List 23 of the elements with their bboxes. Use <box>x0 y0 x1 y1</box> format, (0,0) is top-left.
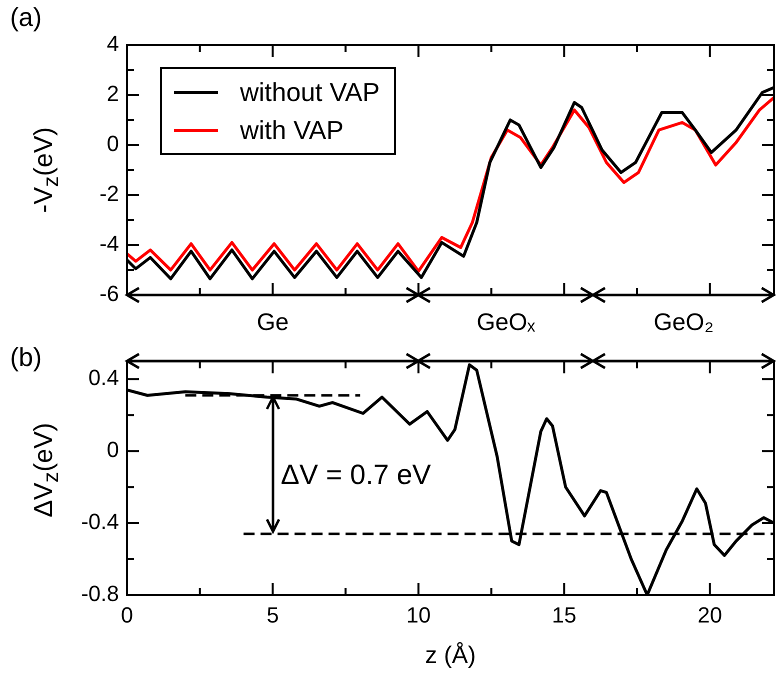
text: Ge <box>256 309 289 337</box>
legend-label: without VAP <box>240 76 380 108</box>
y-tick-label: 2 <box>106 81 119 106</box>
x-tick-label: 15 <box>552 602 576 628</box>
x-tick-label: 20 <box>698 602 722 628</box>
y-tick-label: 0 <box>106 131 119 156</box>
y-tick-label: -6 <box>99 281 119 306</box>
y-tick-label: 0.4 <box>88 365 119 390</box>
chart-title: (b) <box>10 342 42 373</box>
x-axis-title: z (Å) <box>425 642 476 670</box>
y-tick-label: -0.4 <box>81 509 119 534</box>
annotation: ΔV = 0.7 eV <box>280 458 431 491</box>
y-tick-label: 0 <box>106 437 119 462</box>
x-tick-label: 10 <box>406 602 431 628</box>
y-tick-label: -2 <box>99 181 119 206</box>
x-tick-label: 5 <box>266 602 279 628</box>
text: GeO₂ <box>654 309 714 337</box>
text: GeOₓ <box>476 309 536 337</box>
legend-label: with VAP <box>240 114 344 146</box>
chart-title: (a) <box>10 2 42 33</box>
y-tick-label: -4 <box>99 231 119 256</box>
y-tick-label: 4 <box>106 31 119 56</box>
y-tick-label: -0.8 <box>81 581 119 606</box>
